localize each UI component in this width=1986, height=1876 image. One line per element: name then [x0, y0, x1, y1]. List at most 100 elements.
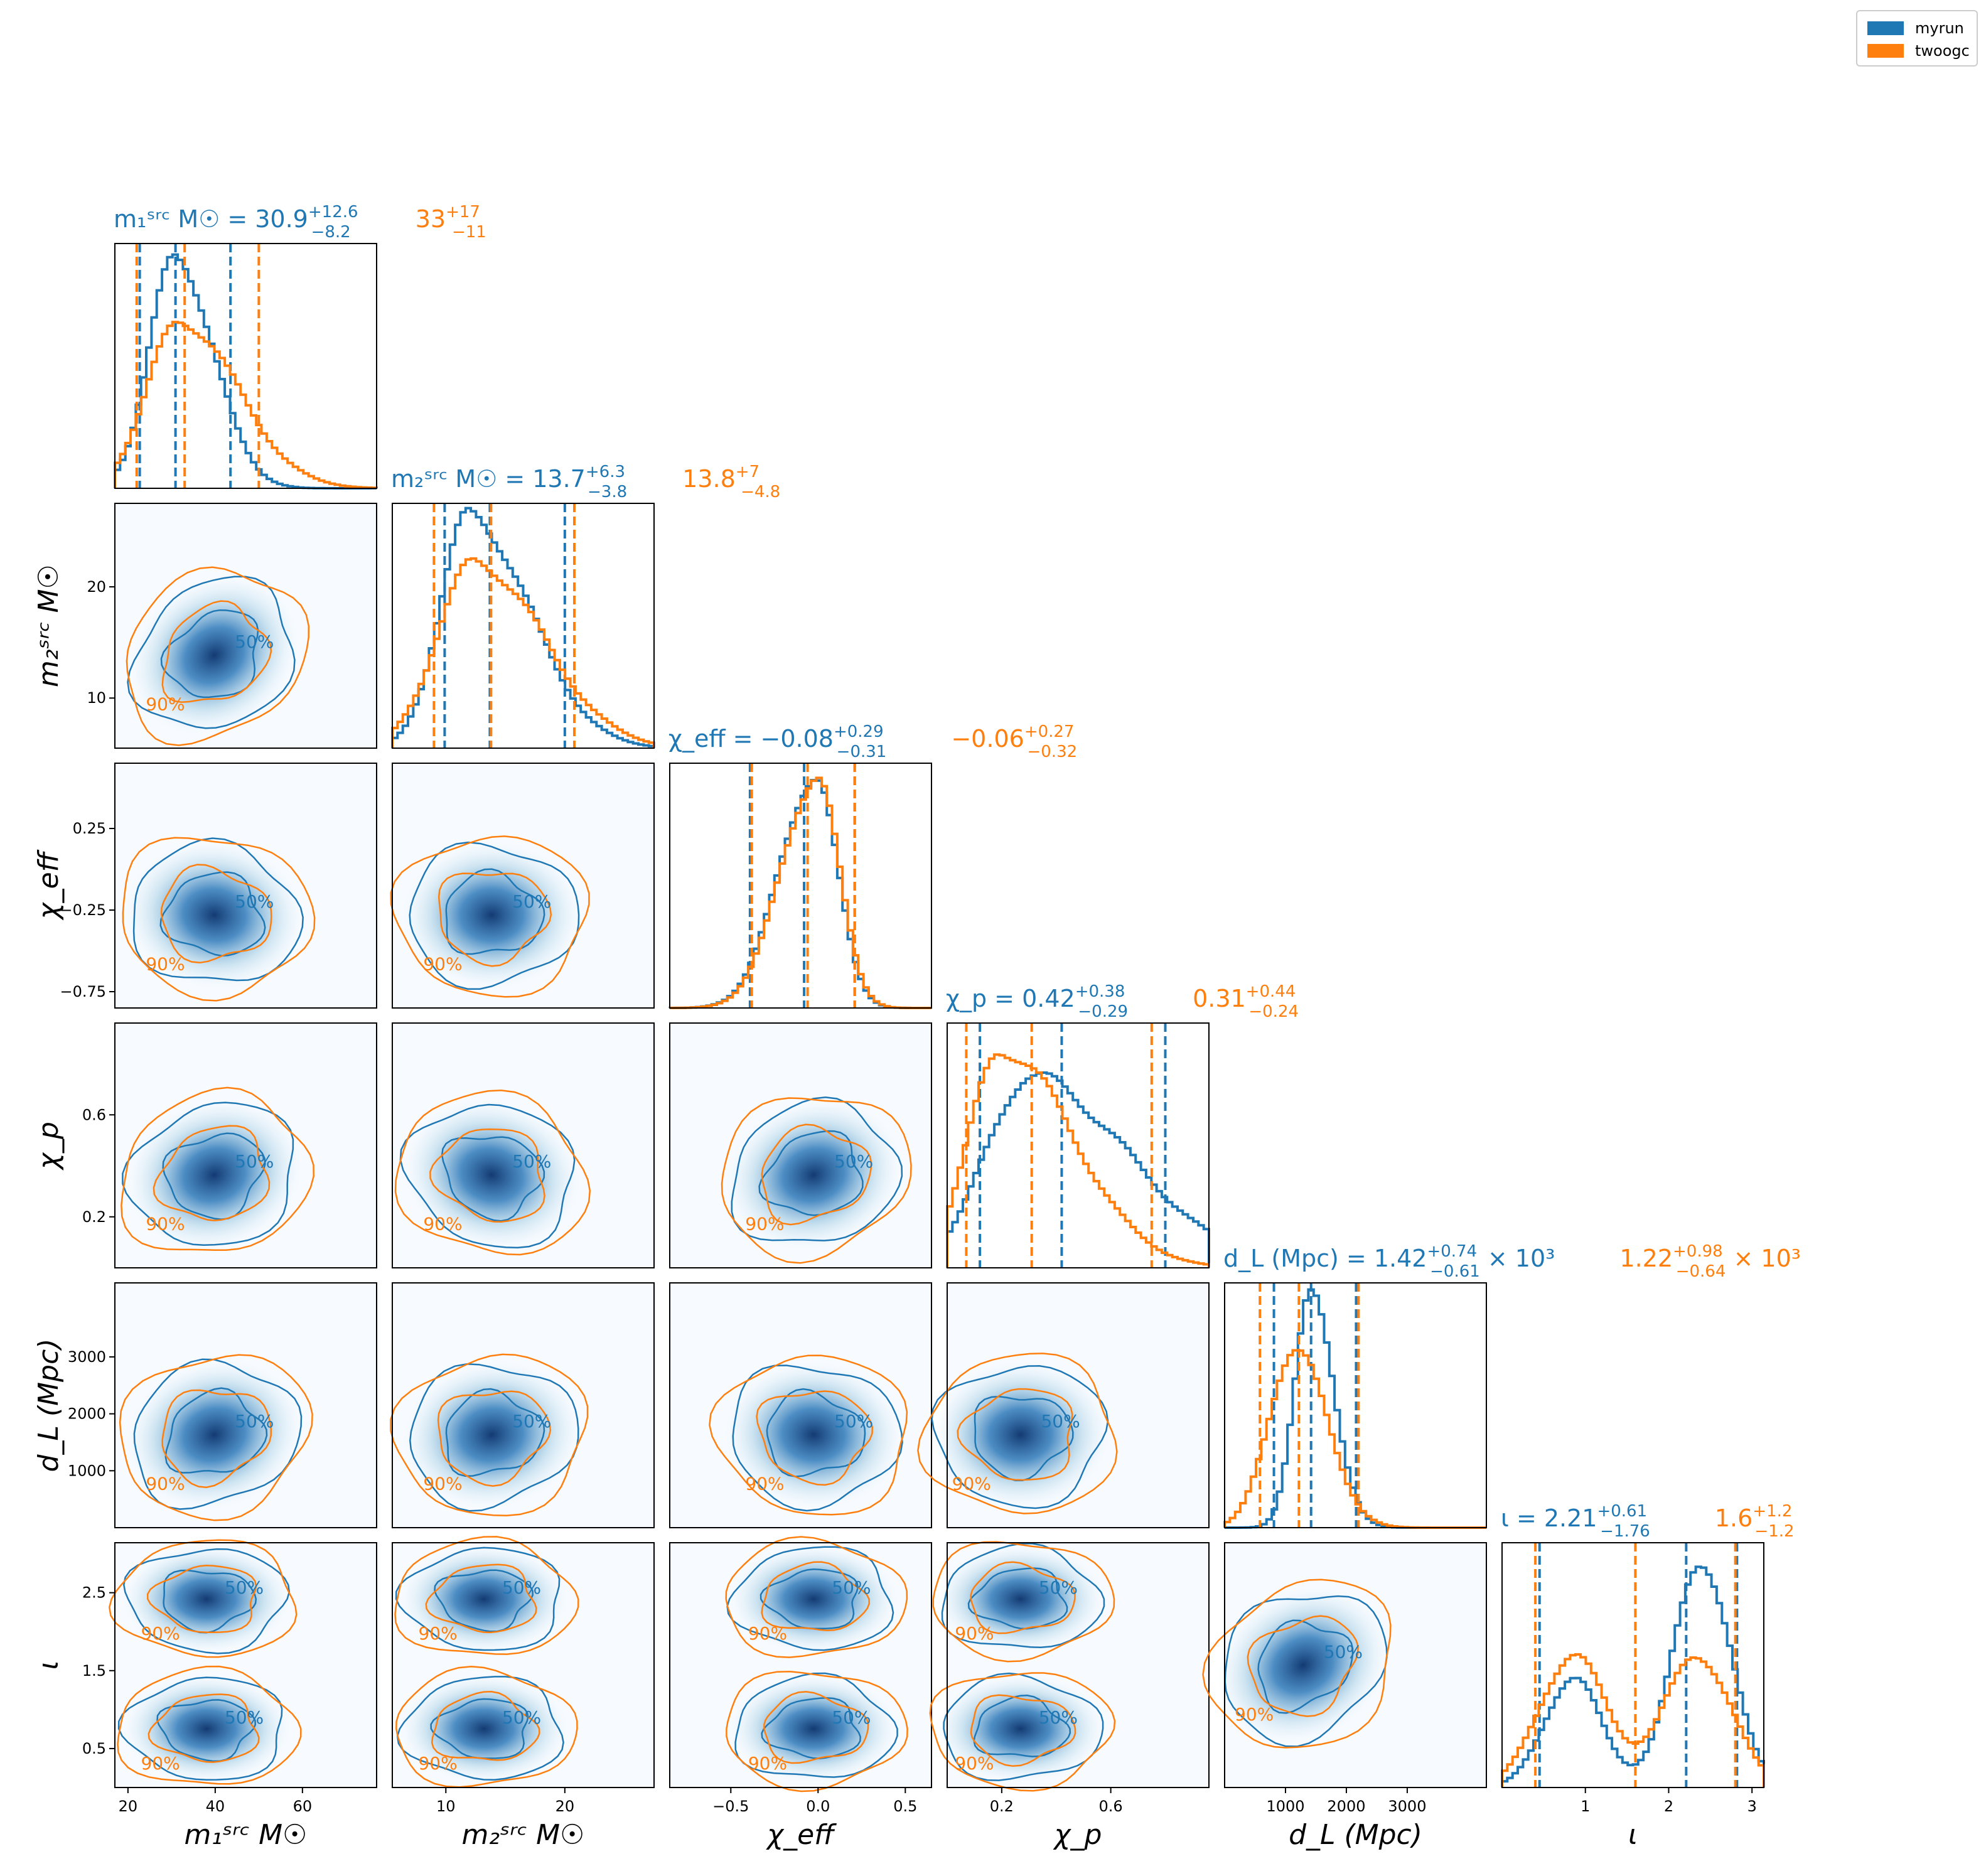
panel-frame [114, 1022, 377, 1268]
x-tick-label: −0.5 [712, 1798, 749, 1815]
panel-frame [392, 763, 655, 1009]
density-panel-m1-chi_p: 50% 90% [114, 1022, 377, 1268]
density-panel-m1-chi_eff: 50% 90% [114, 763, 377, 1009]
contour-50-myrun [441, 1136, 545, 1222]
histogram-myrun [1501, 1565, 1765, 1788]
contour-50-myrun [159, 871, 266, 957]
panel-frame [947, 1022, 1210, 1268]
y-tick-label: 0.25 [73, 820, 106, 837]
contour-50-myrun [162, 1132, 266, 1220]
density-blob [122, 1675, 291, 1783]
contour-90-myrun [399, 1103, 576, 1249]
title-twoogc-chi_p: 0.31+0.44 −0.24 [1193, 982, 1299, 1021]
contour-90-myrun [127, 576, 296, 729]
density-blob [122, 1545, 291, 1653]
panel-frame [1224, 1282, 1487, 1528]
y-tick-label: 0.6 [82, 1106, 106, 1123]
x-tick-label: 0.2 [990, 1798, 1014, 1815]
y-axis-label-chi_eff: χ_eff [33, 849, 65, 920]
y-axis-label-chi_p: χ_p [33, 1122, 65, 1171]
panel-frame [392, 1542, 655, 1788]
y-tick-label: 10 [87, 689, 106, 707]
panel-frame [392, 503, 655, 749]
legend-label-twoogc: twoogc [1915, 42, 1970, 60]
x-axis-label-iota: ι [1628, 1819, 1638, 1851]
contour-90-myrun [117, 1676, 283, 1781]
contour-label: 50% [1039, 1707, 1078, 1728]
contour-50-myrun [163, 1569, 257, 1634]
title-m1: m₁ˢʳᶜ M☉ = 30.9+12.6 −8.2 33+17 −11 [114, 203, 486, 242]
contour-label: 90% [745, 1474, 784, 1494]
contour-50-twoogc [148, 1693, 260, 1763]
contour-90-twoogc [932, 1541, 1115, 1663]
contour-label: 50% [225, 1577, 264, 1598]
x-axis-label-m2: m₂ˢʳᶜ M☉ [462, 1819, 585, 1851]
panel-frame [669, 1542, 932, 1788]
contour-50-twoogc [160, 864, 272, 964]
legend-item-twoogc: twoogc [1867, 41, 1970, 60]
contour-label: 50% [1039, 1577, 1078, 1598]
panel-frame [114, 1542, 377, 1788]
contour-label: 90% [141, 1753, 180, 1774]
contour-50-myrun [974, 1395, 1074, 1482]
x-tick-label: 40 [206, 1798, 225, 1815]
legend-label-myrun: myrun [1915, 19, 1964, 37]
contour-90-twoogc [122, 837, 316, 1002]
contour-50-myrun [160, 609, 259, 699]
contour-90-twoogc [109, 1539, 298, 1658]
title-twoogc-m2: 13.8+7 −4.8 [682, 463, 780, 501]
contour-50-twoogc [763, 1691, 869, 1764]
title-myrun-chi_eff: χ_eff = −0.08+0.29 −0.31 [668, 722, 886, 761]
contour-label: 90% [1235, 1704, 1274, 1725]
title-chi_p: χ_p = 0.42+0.38 −0.29 0.31+0.44 −0.24 [946, 982, 1299, 1021]
x-tick-label: 0.0 [806, 1798, 830, 1815]
contour-label: 90% [146, 1474, 185, 1494]
x-axis-label-m1: m₁ˢʳᶜ M☉ [185, 1819, 308, 1851]
x-tick-label: 2000 [1327, 1798, 1365, 1815]
x-tick-label: 20 [119, 1798, 138, 1815]
contour-label: 50% [1324, 1641, 1363, 1662]
density-panel-chi_p-dL: 50% 90% [917, 1282, 1210, 1528]
contour-50-myrun [973, 1695, 1071, 1757]
contour-label: 50% [512, 1411, 551, 1432]
contour-label: 90% [146, 954, 185, 975]
contour-90-myrun [122, 1101, 294, 1246]
contour-label: 90% [952, 1474, 991, 1494]
contour-label: 90% [146, 694, 185, 715]
y-tick-label: −0.75 [60, 983, 106, 1000]
histogram-twoogc [668, 776, 931, 1009]
y-tick-label: 2000 [68, 1405, 106, 1423]
title-twoogc-m1: 33+17 −11 [416, 203, 486, 242]
contour-label: 50% [235, 891, 274, 912]
legend-item-myrun: myrun [1867, 19, 1964, 38]
panel-background [392, 503, 654, 748]
contour-90-myrun [726, 1546, 894, 1651]
hist-panel-chi_eff [668, 763, 932, 1009]
panel-frame [1224, 1542, 1487, 1788]
title-myrun-dL: d_L (Mpc) = 1.42+0.74 −0.61 × 10³ [1223, 1242, 1555, 1281]
hist-panel-m2 [391, 503, 655, 749]
density-blob [126, 1359, 303, 1510]
contour-50-twoogc [437, 1390, 552, 1487]
contour-label: 50% [235, 1151, 274, 1172]
contour-90-myrun [409, 841, 580, 990]
contour-90-myrun [395, 1546, 561, 1651]
contour-label: 90% [423, 954, 462, 975]
contour-label: 50% [235, 631, 274, 652]
panel-frame [114, 1282, 377, 1528]
contour-label: 90% [146, 1214, 185, 1235]
histogram-twoogc [946, 1053, 1210, 1268]
contour-label: 50% [512, 891, 551, 912]
density-blob [729, 1545, 898, 1653]
contour-90-twoogc [1202, 1579, 1392, 1749]
contour-label: 90% [423, 1214, 462, 1235]
histogram-twoogc [1501, 1653, 1765, 1788]
contour-90-twoogc [709, 1354, 908, 1516]
y-tick-label: 0.2 [82, 1208, 106, 1226]
density-panel-chi_p-iota: 50% 90% 50% 90% [929, 1541, 1210, 1792]
panel-frame [669, 763, 932, 1009]
title-twoogc-chi_eff: −0.06+0.27 −0.32 [951, 722, 1077, 761]
contour-90-myrun [123, 1548, 291, 1654]
density-blob [400, 1675, 568, 1783]
